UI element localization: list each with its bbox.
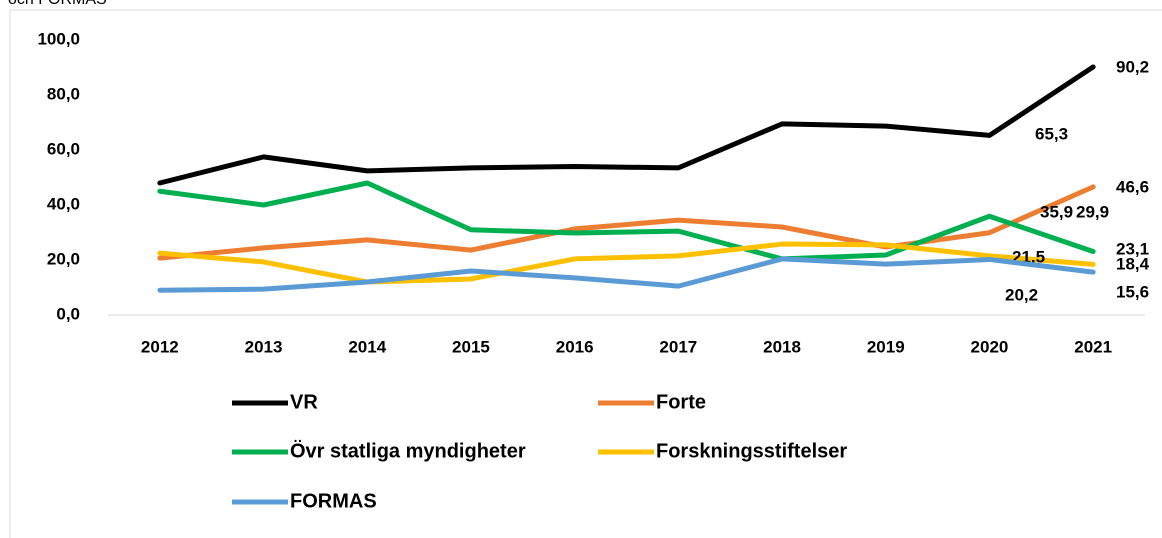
data-label: 18,4 — [1116, 254, 1150, 273]
data-label: 20,2 — [1005, 285, 1038, 304]
series-line — [157, 241, 1096, 285]
data-label: 15,6 — [1116, 282, 1149, 301]
series-line — [157, 256, 1096, 293]
x-tick-label: 2019 — [867, 337, 905, 356]
y-tick-label: 0,0 — [56, 304, 80, 323]
series-line — [157, 180, 1096, 262]
series-line — [157, 64, 1096, 186]
x-tick-label: 2012 — [141, 337, 179, 356]
legend-label: Övr statliga myndigheter — [290, 439, 526, 462]
x-tick-label: 2020 — [971, 337, 1009, 356]
x-tick-label: 2018 — [763, 337, 801, 356]
y-tick-label: 20,0 — [47, 249, 80, 268]
data-label: 90,2 — [1116, 57, 1149, 76]
data-label: 35,9 — [1040, 202, 1073, 221]
data-label: 46,6 — [1116, 177, 1149, 196]
x-tick-label: 2015 — [452, 337, 490, 356]
y-tick-label: 100,0 — [37, 29, 80, 48]
x-tick-label: 2017 — [659, 337, 697, 356]
chart-title: och FORMAS — [8, 0, 107, 8]
x-tick-label: 2016 — [556, 337, 594, 356]
x-tick-label: 2014 — [348, 337, 386, 356]
x-tick-label: 2021 — [1074, 337, 1112, 356]
data-label: 65,3 — [1035, 124, 1068, 143]
y-tick-label: 80,0 — [47, 84, 80, 103]
chart-frame — [9, 9, 1162, 538]
legend-label: Forskningsstiftelser — [656, 440, 847, 462]
series-line — [157, 184, 1096, 261]
data-label: 23,1 — [1116, 239, 1149, 258]
legend-label: VR — [290, 391, 318, 413]
legend-label: FORMAS — [290, 490, 377, 512]
data-label: 29,9 — [1076, 202, 1109, 221]
y-tick-label: 40,0 — [47, 194, 80, 213]
x-tick-label: 2013 — [245, 337, 283, 356]
y-tick-label: 60,0 — [47, 139, 80, 158]
legend-label: Forte — [656, 391, 706, 413]
